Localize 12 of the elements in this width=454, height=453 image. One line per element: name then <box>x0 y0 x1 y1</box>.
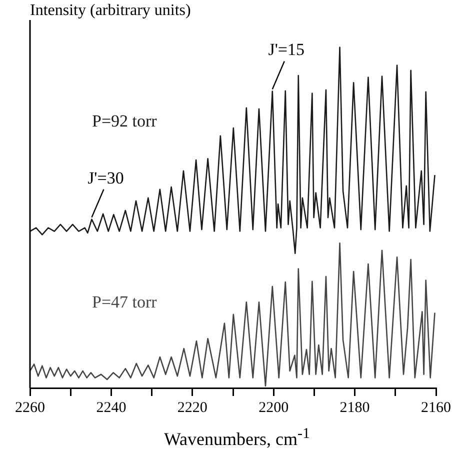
annotation: J'=15 <box>268 40 305 60</box>
x-tick-label: 2220 <box>177 400 208 416</box>
x-tick-label: 2160 <box>421 400 451 416</box>
x-tick-label: 2240 <box>96 400 126 416</box>
x-tick-label: 2260 <box>15 400 45 416</box>
x-tick-label: 2180 <box>340 400 370 416</box>
x-axis-title: Wavenumbers, cm$^{-1}$ <box>162 426 311 450</box>
text: P=47 torr <box>92 292 158 312</box>
y-axis-title: Intensity (arbitrary units) <box>30 2 191 20</box>
x-tick-label: 2200 <box>258 400 289 416</box>
text: P=92 torr <box>92 112 158 131</box>
annotation: J'=30 <box>88 168 124 188</box>
